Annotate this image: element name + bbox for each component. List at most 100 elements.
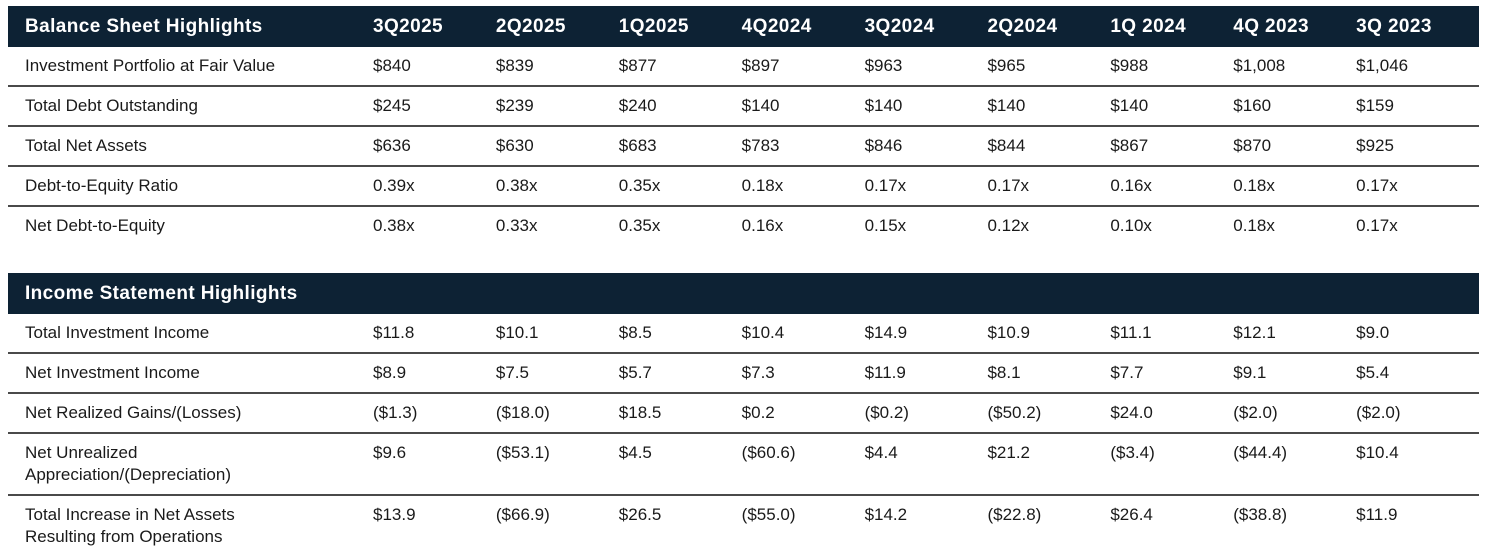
- cell-value: $636: [373, 125, 496, 166]
- cell-value: ($66.9): [495, 494, 619, 555]
- cell-value: ($60.6): [741, 432, 865, 495]
- balance-sheet-table: Balance Sheet Highlights 3Q2025 2Q2025 1Q20…: [8, 6, 1480, 245]
- cell-value: 0.18x: [1233, 205, 1357, 245]
- cell-value: $14.9: [864, 314, 988, 353]
- cell-value: $4.5: [618, 432, 742, 495]
- row-label: Total Net Assets: [8, 125, 373, 166]
- cell-value: $783: [741, 125, 865, 166]
- cell-value: ($22.8): [987, 494, 1111, 555]
- row-label: Total Increase in Net Assets Resulting f…: [8, 494, 373, 555]
- cell-value: $7.3: [741, 352, 865, 393]
- cell-value: 0.16x: [1110, 165, 1234, 206]
- cell-value: 0.18x: [741, 165, 865, 206]
- quarter-column-header: 4Q 2023: [1233, 6, 1357, 47]
- cell-value: $240: [618, 85, 742, 126]
- cell-value: $897: [741, 47, 865, 86]
- cell-value: $21.2: [987, 432, 1111, 495]
- cell-value: $140: [1110, 85, 1234, 126]
- quarter-column-header: 4Q2024: [741, 6, 865, 47]
- cell-value: ($3.4): [1110, 432, 1234, 495]
- cell-value: ($50.2): [987, 392, 1111, 433]
- cell-value: $8.1: [987, 352, 1111, 393]
- cell-value: $9.1: [1233, 352, 1357, 393]
- quarter-column-header: 2Q2024: [987, 6, 1111, 47]
- income-statement-section-title: Income Statement Highlights: [8, 273, 1480, 314]
- row-label: Total Investment Income: [8, 314, 373, 353]
- cell-value: $24.0: [1110, 392, 1234, 433]
- cell-value: $10.4: [1356, 432, 1480, 495]
- row-label: Net Realized Gains/(Losses): [8, 392, 373, 433]
- cell-value: $140: [864, 85, 988, 126]
- cell-value: $26.5: [618, 494, 742, 555]
- cell-value: $988: [1110, 47, 1234, 86]
- cell-value: $9.6: [373, 432, 496, 495]
- cell-value: $239: [495, 85, 619, 126]
- cell-value: $839: [495, 47, 619, 86]
- cell-value: 0.35x: [618, 205, 742, 245]
- cell-value: $1,008: [1233, 47, 1357, 86]
- cell-value: $4.4: [864, 432, 988, 495]
- cell-value: $844: [987, 125, 1111, 166]
- cell-value: $8.5: [618, 314, 742, 353]
- cell-value: $14.2: [864, 494, 988, 555]
- table-row: Total Increase in Net Assets Resulting f…: [8, 494, 1480, 555]
- cell-value: $963: [864, 47, 988, 86]
- cell-value: ($44.4): [1233, 432, 1357, 495]
- cell-value: 0.35x: [618, 165, 742, 206]
- cell-value: ($18.0): [495, 392, 619, 433]
- cell-value: 0.18x: [1233, 165, 1357, 206]
- cell-value: $18.5: [618, 392, 742, 433]
- cell-value: 0.38x: [495, 165, 619, 206]
- section-gap: [8, 245, 1479, 273]
- cell-value: 0.33x: [495, 205, 619, 245]
- table-row: Debt-to-Equity Ratio 0.39x 0.38x 0.35x 0.18x…: [8, 165, 1480, 206]
- cell-value: 0.17x: [1356, 165, 1480, 206]
- row-label: Investment Portfolio at Fair Value: [8, 47, 373, 86]
- cell-value: $159: [1356, 85, 1480, 126]
- balance-sheet-section-title: Balance Sheet Highlights: [8, 6, 373, 47]
- income-statement-table: Income Statement Highlights Total Investm…: [8, 273, 1480, 555]
- cell-value: 0.16x: [741, 205, 865, 245]
- cell-value: $5.4: [1356, 352, 1480, 393]
- cell-value: $9.0: [1356, 314, 1480, 353]
- table-row: Total Debt Outstanding $245 $239 $240 $140 $1…: [8, 85, 1480, 126]
- quarter-column-header: 3Q 2023: [1356, 6, 1480, 47]
- cell-value: ($1.3): [373, 392, 496, 433]
- cell-value: $8.9: [373, 352, 496, 393]
- quarter-column-header: 1Q 2024: [1110, 6, 1234, 47]
- cell-value: $12.1: [1233, 314, 1357, 353]
- cell-value: 0.17x: [987, 165, 1111, 206]
- cell-value: $1,046: [1356, 47, 1480, 86]
- cell-value: $877: [618, 47, 742, 86]
- cell-value: ($2.0): [1233, 392, 1357, 433]
- table-row: Net Unrealized Appreciation/(Depreciatio…: [8, 432, 1480, 495]
- row-label: Net Unrealized Appreciation/(Depreciatio…: [8, 432, 373, 495]
- cell-value: $11.9: [1356, 494, 1480, 555]
- cell-value: $0.2: [741, 392, 865, 433]
- cell-value: $840: [373, 47, 496, 86]
- table-row: Total Net Assets $636 $630 $683 $783 $846 $844…: [8, 125, 1480, 166]
- row-label: Debt-to-Equity Ratio: [8, 165, 373, 206]
- cell-value: $10.4: [741, 314, 865, 353]
- cell-value: $965: [987, 47, 1111, 86]
- cell-value: $10.1: [495, 314, 619, 353]
- cell-value: ($38.8): [1233, 494, 1357, 555]
- table-row: Total Investment Income $11.8 $10.1 $8.5 $10…: [8, 314, 1480, 353]
- balance-sheet-header-row: Balance Sheet Highlights 3Q2025 2Q2025 1Q20…: [8, 6, 1480, 47]
- cell-value: $846: [864, 125, 988, 166]
- cell-value: $7.5: [495, 352, 619, 393]
- cell-value: 0.38x: [373, 205, 496, 245]
- quarter-column-header: 2Q2025: [495, 6, 619, 47]
- table-row: Net Debt-to-Equity 0.38x 0.33x 0.35x 0.16x 0.…: [8, 205, 1480, 245]
- cell-value: $5.7: [618, 352, 742, 393]
- cell-value: $11.8: [373, 314, 496, 353]
- cell-value: 0.39x: [373, 165, 496, 206]
- cell-value: ($0.2): [864, 392, 988, 433]
- cell-value: $140: [987, 85, 1111, 126]
- table-row: Investment Portfolio at Fair Value $840 $8…: [8, 47, 1480, 86]
- row-label: Net Debt-to-Equity: [8, 205, 373, 245]
- cell-value: ($55.0): [741, 494, 865, 555]
- cell-value: $11.9: [864, 352, 988, 393]
- cell-value: $245: [373, 85, 496, 126]
